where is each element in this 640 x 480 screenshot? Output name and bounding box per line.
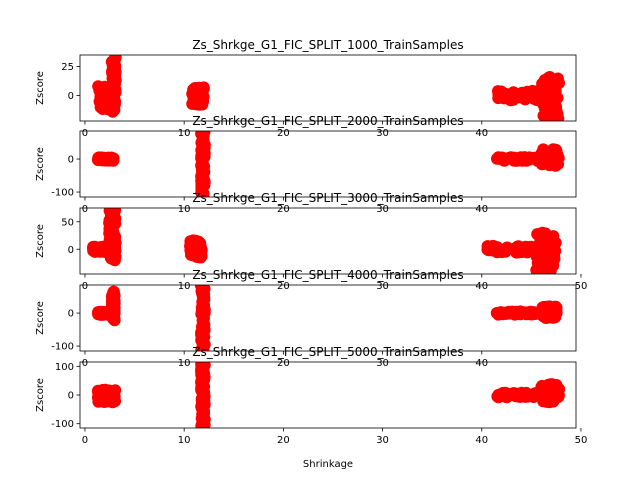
x-tick-label: 0 [82, 281, 88, 292]
subplot-1: 0 10 20 30 40 0 25 Zscore Zs_Shrkge_G1_FIC_SPLIT… [35, 38, 577, 139]
x-axis-label: Shrinkage [303, 459, 353, 470]
x-tick-label: 40 [475, 435, 488, 446]
scatter-point [547, 143, 560, 156]
scatter-point [507, 86, 520, 99]
x-tick-label: 0 [82, 204, 88, 215]
y-tick-label: 0 [68, 309, 74, 320]
y-tick-label: 0 [68, 391, 74, 402]
scatter-series [92, 285, 563, 351]
x-tick-label: 40 [475, 358, 488, 369]
axes-frame [79, 130, 577, 198]
scatter-point [93, 151, 106, 164]
scatter-point [99, 383, 112, 396]
axes-frame [79, 54, 577, 122]
chart-title: Zs_Shrkge_G1_FIC_SPLIT_1000_TrainSamples [192, 38, 463, 52]
scatter-point [109, 384, 122, 397]
scatter-point [492, 85, 504, 98]
x-tick-label: 30 [376, 204, 389, 215]
x-tick-label: 0 [82, 128, 88, 139]
scatter-point [88, 240, 101, 253]
scatter-point [104, 208, 117, 216]
chart-title: Zs_Shrkge_G1_FIC_SPLIT_2000_TrainSamples [192, 114, 463, 128]
x-tick-label: 20 [277, 204, 290, 215]
y-axis-label: Zscore [35, 224, 46, 258]
scatter-series [92, 55, 565, 121]
y-tick-label: 100 [55, 362, 74, 373]
scatter-point [499, 386, 512, 399]
y-axis-label: Zscore [35, 378, 46, 412]
scatter-point [187, 234, 200, 247]
scatter-point [501, 241, 514, 254]
scatter-point [492, 151, 505, 164]
y-tick-label: 0 [68, 91, 74, 102]
x-tick-label: 20 [277, 281, 290, 292]
x-tick-label: 50 [575, 435, 588, 446]
scatter-point [524, 305, 537, 318]
x-tick-label: 40 [475, 204, 488, 215]
x-tick-label: 30 [376, 435, 389, 446]
scatter-point [195, 285, 207, 292]
y-tick-label: 50 [61, 217, 74, 228]
x-tick-label: 10 [178, 128, 191, 139]
scatter-point [504, 151, 517, 164]
scatter-point [543, 300, 556, 313]
scatter-point [526, 84, 539, 97]
y-axis-label: Zscore [35, 147, 46, 181]
x-tick-label: 40 [475, 128, 488, 139]
x-tick-label: 50 [575, 281, 588, 292]
chart-title: Zs_Shrkge_G1_FIC_SPLIT_4000_TrainSamples [192, 268, 463, 282]
scatter-point [107, 285, 120, 298]
y-tick-label: -100 [51, 188, 74, 199]
y-tick-label: 0 [68, 155, 74, 166]
x-tick-label: 30 [376, 128, 389, 139]
scatter-point [514, 305, 527, 318]
x-tick-label: 10 [178, 281, 191, 292]
scatter-point [196, 362, 209, 369]
y-axis-label: Zscore [35, 301, 46, 335]
x-tick-label: 10 [178, 358, 191, 369]
chart-title: Zs_Shrkge_G1_FIC_SPLIT_3000_TrainSamples [192, 191, 463, 205]
x-tick-label: 0 [82, 435, 88, 446]
y-tick-label: -100 [51, 342, 74, 353]
x-tick-label: 20 [277, 358, 290, 369]
scatter-point [92, 80, 105, 93]
x-tick-label: 10 [178, 435, 191, 446]
x-tick-label: 20 [277, 128, 290, 139]
x-tick-label: 20 [277, 435, 290, 446]
scatter-point [109, 55, 122, 64]
scatter-point [198, 131, 211, 138]
y-axis-label: Zscore [35, 71, 46, 105]
y-tick-label: 25 [61, 62, 74, 73]
subplot-4: 0 10 20 30 40 -100 0 Zscore Zs_Shrkge_G1_FIC_SPL… [35, 268, 577, 369]
x-tick-label: 30 [376, 358, 389, 369]
scatter-point [537, 143, 550, 156]
x-tick-label: 10 [178, 204, 191, 215]
subplot-5: 0 10 20 30 40 50-1000100ZscoreZs_Shrkge_G1_FI… [35, 345, 587, 470]
subplot-2: 0 10 20 30 40 -100 0 Zscore Zs_Shrkge_G1_FIC_SPL… [35, 114, 577, 215]
scatter-point [545, 378, 558, 391]
scatter-series [87, 208, 562, 274]
subplot-3: 0 10 20 30 40 50 0 50 Zscore Zs_Shrkge_G1_FIC_SPL… [35, 191, 587, 292]
axes-frame [79, 207, 577, 275]
scatter-point [512, 240, 525, 253]
x-tick-label: 0 [82, 358, 88, 369]
scatter-point [536, 226, 549, 239]
scatter-point [543, 71, 556, 83]
scatter-series [91, 131, 565, 197]
chart-title: Zs_Shrkge_G1_FIC_SPLIT_5000_TrainSamples [192, 345, 463, 359]
scatter-point [486, 239, 499, 252]
scatter-point [197, 81, 210, 94]
x-tick-label: 30 [376, 281, 389, 292]
axes-frame [79, 284, 577, 352]
y-tick-label: 0 [68, 245, 74, 256]
scatter-point [518, 151, 531, 164]
scatter-point [515, 386, 528, 399]
y-tick-label: -100 [51, 419, 74, 430]
scatter-series [91, 362, 566, 428]
x-tick-label: 40 [475, 281, 488, 292]
